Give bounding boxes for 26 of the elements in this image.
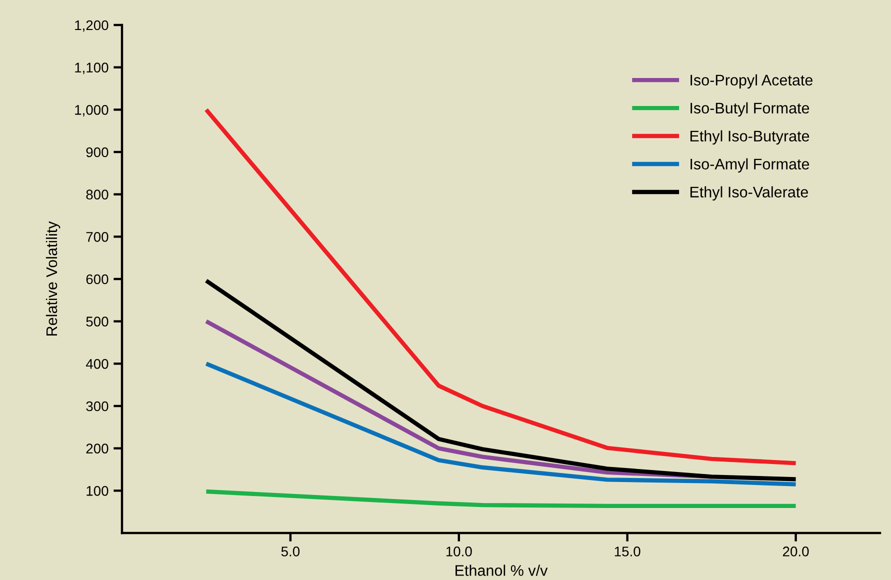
y-tick-label: 700	[86, 232, 108, 242]
x-axis-title: Ethanol % v/v	[456, 564, 548, 576]
x-tick-label: 15.0	[614, 546, 640, 556]
x-tick-label: 20.0	[782, 546, 809, 556]
y-axis-title: Relative Volatility	[46, 221, 60, 336]
y-tick-label: 100	[86, 486, 108, 496]
y-tick-label: 400	[86, 359, 108, 369]
y-tick-label: 800	[86, 190, 108, 200]
line-series	[204, 362, 798, 486]
line-series	[204, 278, 798, 482]
x-tick-label: 5.0	[281, 546, 300, 556]
y-tick-label: 500	[86, 316, 108, 327]
y-tick-label: 1,100	[75, 62, 108, 74]
line-series	[204, 489, 798, 508]
legend-label: Ethyl Iso-Butyrate	[690, 130, 810, 145]
y-tick-label: 600	[86, 274, 108, 284]
y-tick-label: 1,200	[75, 20, 108, 32]
legend-label: Iso-Propyl Acetate	[690, 74, 813, 89]
legend-label: Iso-Amyl Formate	[690, 158, 810, 173]
x-tick-label: 10.0	[446, 546, 472, 556]
y-tick-label: 1,000	[75, 105, 108, 116]
legend-label: Iso-Butyl Formate	[690, 102, 810, 117]
y-tick-label: 200	[86, 444, 108, 454]
y-tick-label: 300	[86, 401, 108, 412]
y-tick-label: 900	[86, 147, 108, 158]
legend-label: Ethyl Iso-Valerate	[690, 186, 808, 201]
